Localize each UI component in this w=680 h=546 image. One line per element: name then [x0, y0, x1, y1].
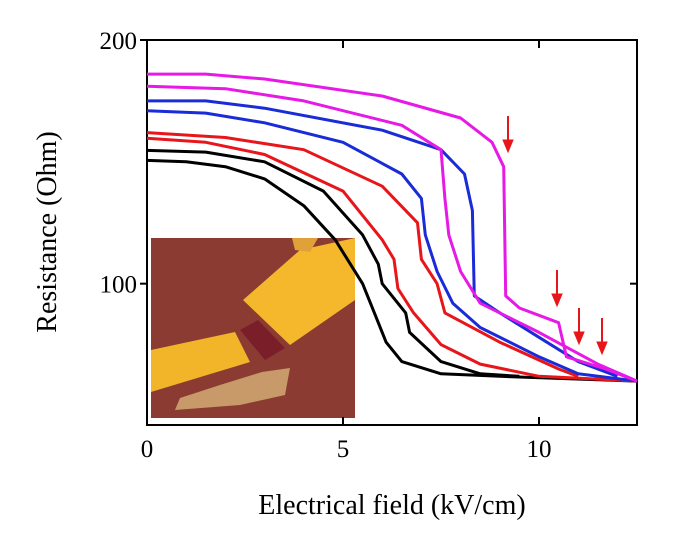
series-line — [146, 136, 638, 383]
electrode — [151, 332, 250, 392]
annotation-arrows — [502, 116, 608, 356]
arrow-head — [551, 293, 563, 308]
x-axis-label: Electrical field (kV/cm) — [258, 490, 525, 521]
y-axis-label: Resistance (Ohm) — [32, 131, 63, 332]
arrow-head — [502, 139, 514, 154]
arrow-head — [596, 341, 608, 356]
inset-image — [151, 238, 355, 418]
y-tick-label: 200 — [100, 28, 138, 55]
arrow-head — [573, 331, 585, 346]
y-tick-label: 100 — [100, 272, 138, 299]
series-line — [147, 72, 638, 383]
x-tick-label: 0 — [141, 436, 154, 463]
series-line — [146, 131, 579, 378]
flake — [240, 320, 285, 360]
x-tick-label: 10 — [527, 436, 552, 463]
electrode — [243, 238, 355, 345]
x-tick-label: 5 — [337, 436, 350, 463]
series-line — [146, 109, 638, 383]
series-line — [146, 148, 520, 378]
debris — [175, 368, 290, 410]
plot-frame — [146, 39, 638, 426]
series-line — [146, 158, 638, 383]
electrode-edge — [292, 238, 318, 252]
series-line — [146, 84, 638, 383]
series-line — [147, 99, 618, 378]
